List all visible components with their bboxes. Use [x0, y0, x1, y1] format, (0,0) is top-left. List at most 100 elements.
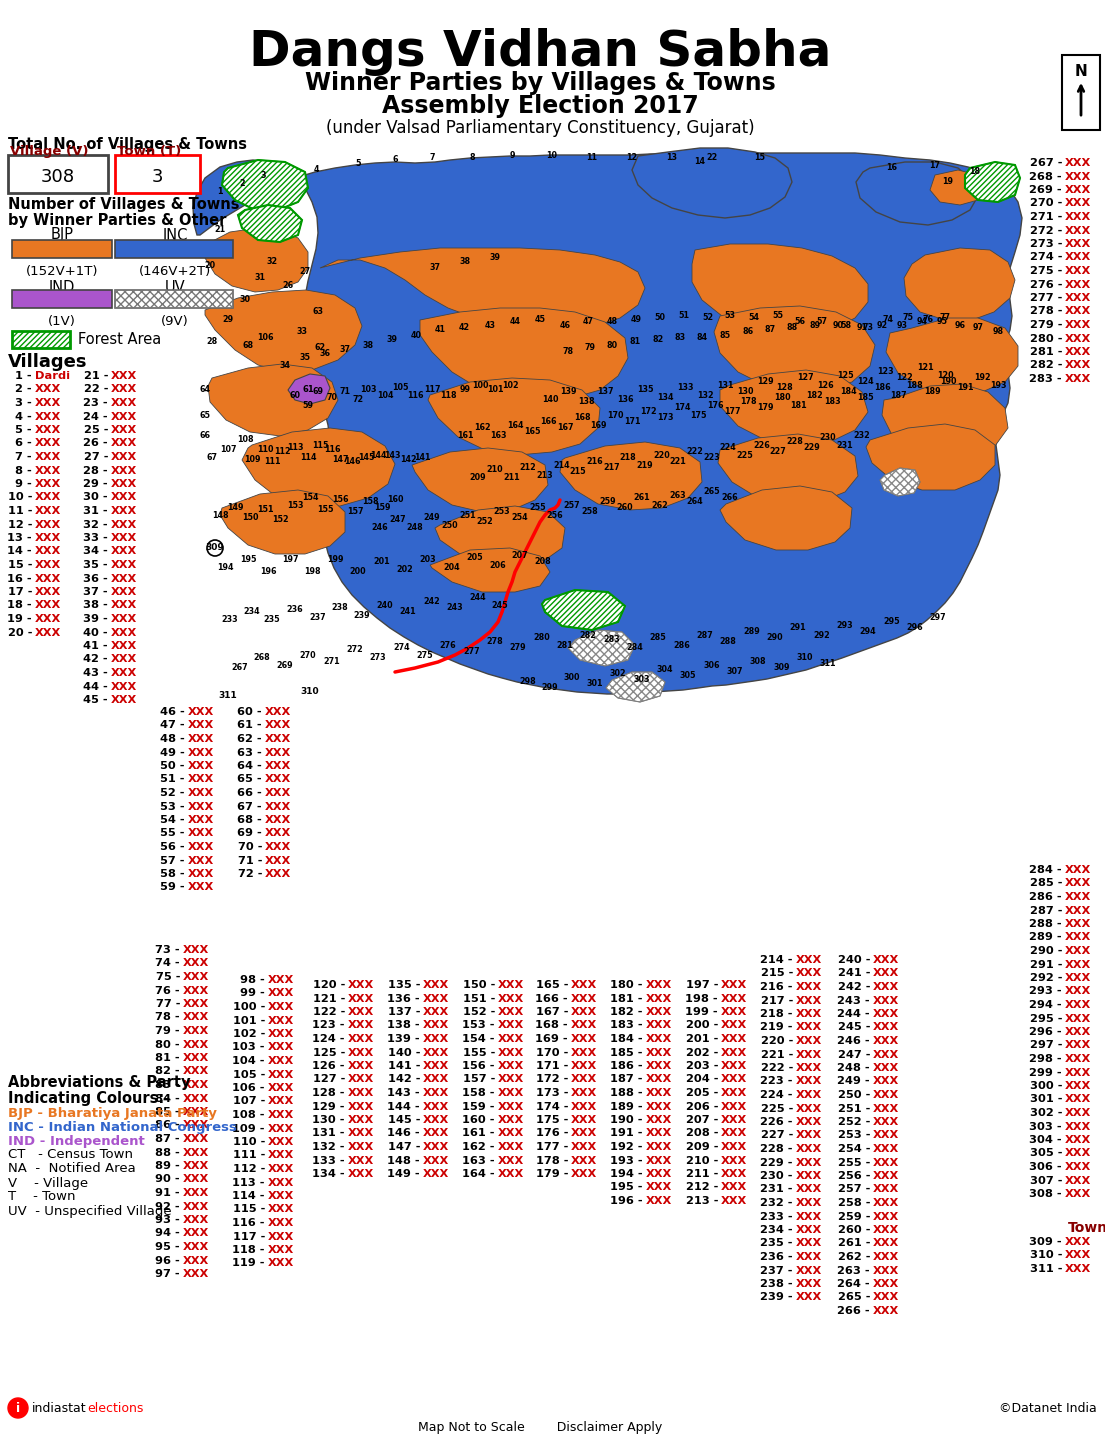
- Text: 76 -: 76 -: [156, 986, 180, 996]
- Text: XXX: XXX: [183, 1147, 209, 1157]
- Text: 281: 281: [557, 640, 573, 650]
- Text: XXX: XXX: [571, 1143, 597, 1151]
- Text: XXX: XXX: [110, 425, 137, 435]
- Text: XXX: XXX: [423, 1088, 450, 1098]
- Text: 183: 183: [823, 398, 840, 406]
- Text: XXX: XXX: [110, 398, 137, 408]
- Text: XXX: XXX: [110, 533, 137, 543]
- Text: 49 -: 49 -: [160, 748, 185, 758]
- Text: XXX: XXX: [796, 1238, 822, 1248]
- Text: XXX: XXX: [265, 720, 292, 731]
- Text: 73: 73: [863, 323, 873, 333]
- Text: 68 -: 68 -: [238, 816, 262, 826]
- Polygon shape: [242, 428, 394, 506]
- Text: 200 -: 200 -: [685, 1020, 718, 1030]
- Text: 26: 26: [283, 281, 294, 290]
- Text: 85 -: 85 -: [156, 1107, 180, 1117]
- Text: XXX: XXX: [110, 654, 137, 664]
- Text: 114: 114: [299, 454, 316, 463]
- Text: XXX: XXX: [348, 1035, 375, 1043]
- Bar: [8, 156, 108, 193]
- Text: 35 -: 35 -: [83, 561, 108, 571]
- Text: 71 -: 71 -: [238, 856, 262, 866]
- Text: XXX: XXX: [348, 1020, 375, 1030]
- Text: XXX: XXX: [183, 1053, 209, 1063]
- Text: XXX: XXX: [646, 1196, 672, 1206]
- Text: XXX: XXX: [35, 614, 61, 624]
- Text: 75 -: 75 -: [156, 973, 180, 981]
- Text: XXX: XXX: [720, 1183, 747, 1193]
- Text: XXX: XXX: [796, 981, 822, 991]
- Text: 163: 163: [490, 431, 506, 440]
- Text: XXX: XXX: [646, 1007, 672, 1017]
- Text: 72 -: 72 -: [238, 869, 262, 879]
- Text: 202 -: 202 -: [685, 1048, 718, 1058]
- Text: 17: 17: [929, 160, 940, 170]
- Text: 45: 45: [535, 316, 546, 324]
- Text: 311: 311: [219, 690, 238, 699]
- Text: XXX: XXX: [348, 1156, 375, 1166]
- Text: XXX: XXX: [571, 1020, 597, 1030]
- Text: XXX: XXX: [183, 1255, 209, 1265]
- Text: 69: 69: [313, 388, 324, 396]
- Text: XXX: XXX: [1065, 919, 1092, 929]
- Text: Total No. of Villages & Towns: Total No. of Villages & Towns: [8, 137, 248, 153]
- Text: 65 -: 65 -: [238, 774, 262, 784]
- Text: 120: 120: [937, 370, 954, 379]
- Text: 180: 180: [774, 393, 790, 402]
- Text: XXX: XXX: [1065, 973, 1092, 983]
- Text: XXX: XXX: [183, 1161, 209, 1172]
- Text: 229 -: 229 -: [760, 1157, 793, 1167]
- Text: 40: 40: [410, 330, 421, 340]
- Text: 30: 30: [240, 295, 251, 304]
- Text: 161: 161: [456, 431, 473, 440]
- Text: (under Valsad Parliamentary Constituency, Gujarat): (under Valsad Parliamentary Constituency…: [326, 120, 755, 137]
- Text: XXX: XXX: [188, 788, 214, 798]
- Text: by Winner Parties & Other: by Winner Parties & Other: [8, 212, 227, 228]
- Text: 249: 249: [423, 513, 440, 523]
- Text: 160: 160: [387, 496, 403, 504]
- Text: 237: 237: [309, 614, 326, 623]
- Text: 10 -: 10 -: [8, 493, 32, 503]
- Text: 210: 210: [486, 465, 503, 474]
- Text: 302: 302: [610, 670, 627, 679]
- Text: 6 -: 6 -: [15, 438, 32, 448]
- Text: 266: 266: [722, 493, 738, 503]
- Text: XXX: XXX: [348, 1075, 375, 1085]
- Text: 214: 214: [554, 461, 570, 470]
- Text: 255: 255: [529, 503, 546, 513]
- Text: 64 -: 64 -: [238, 761, 262, 771]
- Text: (1V): (1V): [48, 316, 76, 329]
- Text: XXX: XXX: [873, 1144, 899, 1154]
- Text: XXX: XXX: [269, 1097, 294, 1107]
- Text: XXX: XXX: [188, 856, 214, 866]
- Text: 287 -: 287 -: [1030, 905, 1062, 915]
- Text: 279 -: 279 -: [1030, 320, 1062, 330]
- Text: 131: 131: [717, 380, 734, 389]
- Text: 177 -: 177 -: [536, 1143, 568, 1151]
- Text: CT   - Census Town: CT - Census Town: [8, 1148, 133, 1161]
- Text: 307 -: 307 -: [1030, 1176, 1062, 1186]
- Text: 218 -: 218 -: [760, 1009, 793, 1019]
- Text: 61: 61: [302, 386, 314, 395]
- Text: 140: 140: [541, 395, 558, 405]
- Text: 56: 56: [794, 317, 806, 327]
- Text: 293 -: 293 -: [1030, 987, 1062, 997]
- Text: 294: 294: [860, 627, 876, 637]
- Text: 31 -: 31 -: [83, 506, 108, 516]
- Text: XXX: XXX: [423, 1020, 450, 1030]
- Polygon shape: [222, 160, 308, 210]
- Text: XXX: XXX: [720, 993, 747, 1003]
- Text: XXX: XXX: [498, 993, 524, 1003]
- Text: 249 -: 249 -: [838, 1076, 870, 1087]
- Text: 186: 186: [874, 383, 891, 392]
- Text: 233: 233: [222, 615, 239, 624]
- Text: 10: 10: [547, 151, 558, 160]
- Text: 12 -: 12 -: [8, 520, 32, 529]
- Text: 176 -: 176 -: [536, 1128, 568, 1138]
- Text: XXX: XXX: [183, 958, 209, 968]
- Text: 159 -: 159 -: [463, 1101, 495, 1111]
- Text: 24 -: 24 -: [83, 412, 108, 422]
- Text: 132 -: 132 -: [313, 1143, 345, 1151]
- Text: 239 -: 239 -: [760, 1293, 793, 1303]
